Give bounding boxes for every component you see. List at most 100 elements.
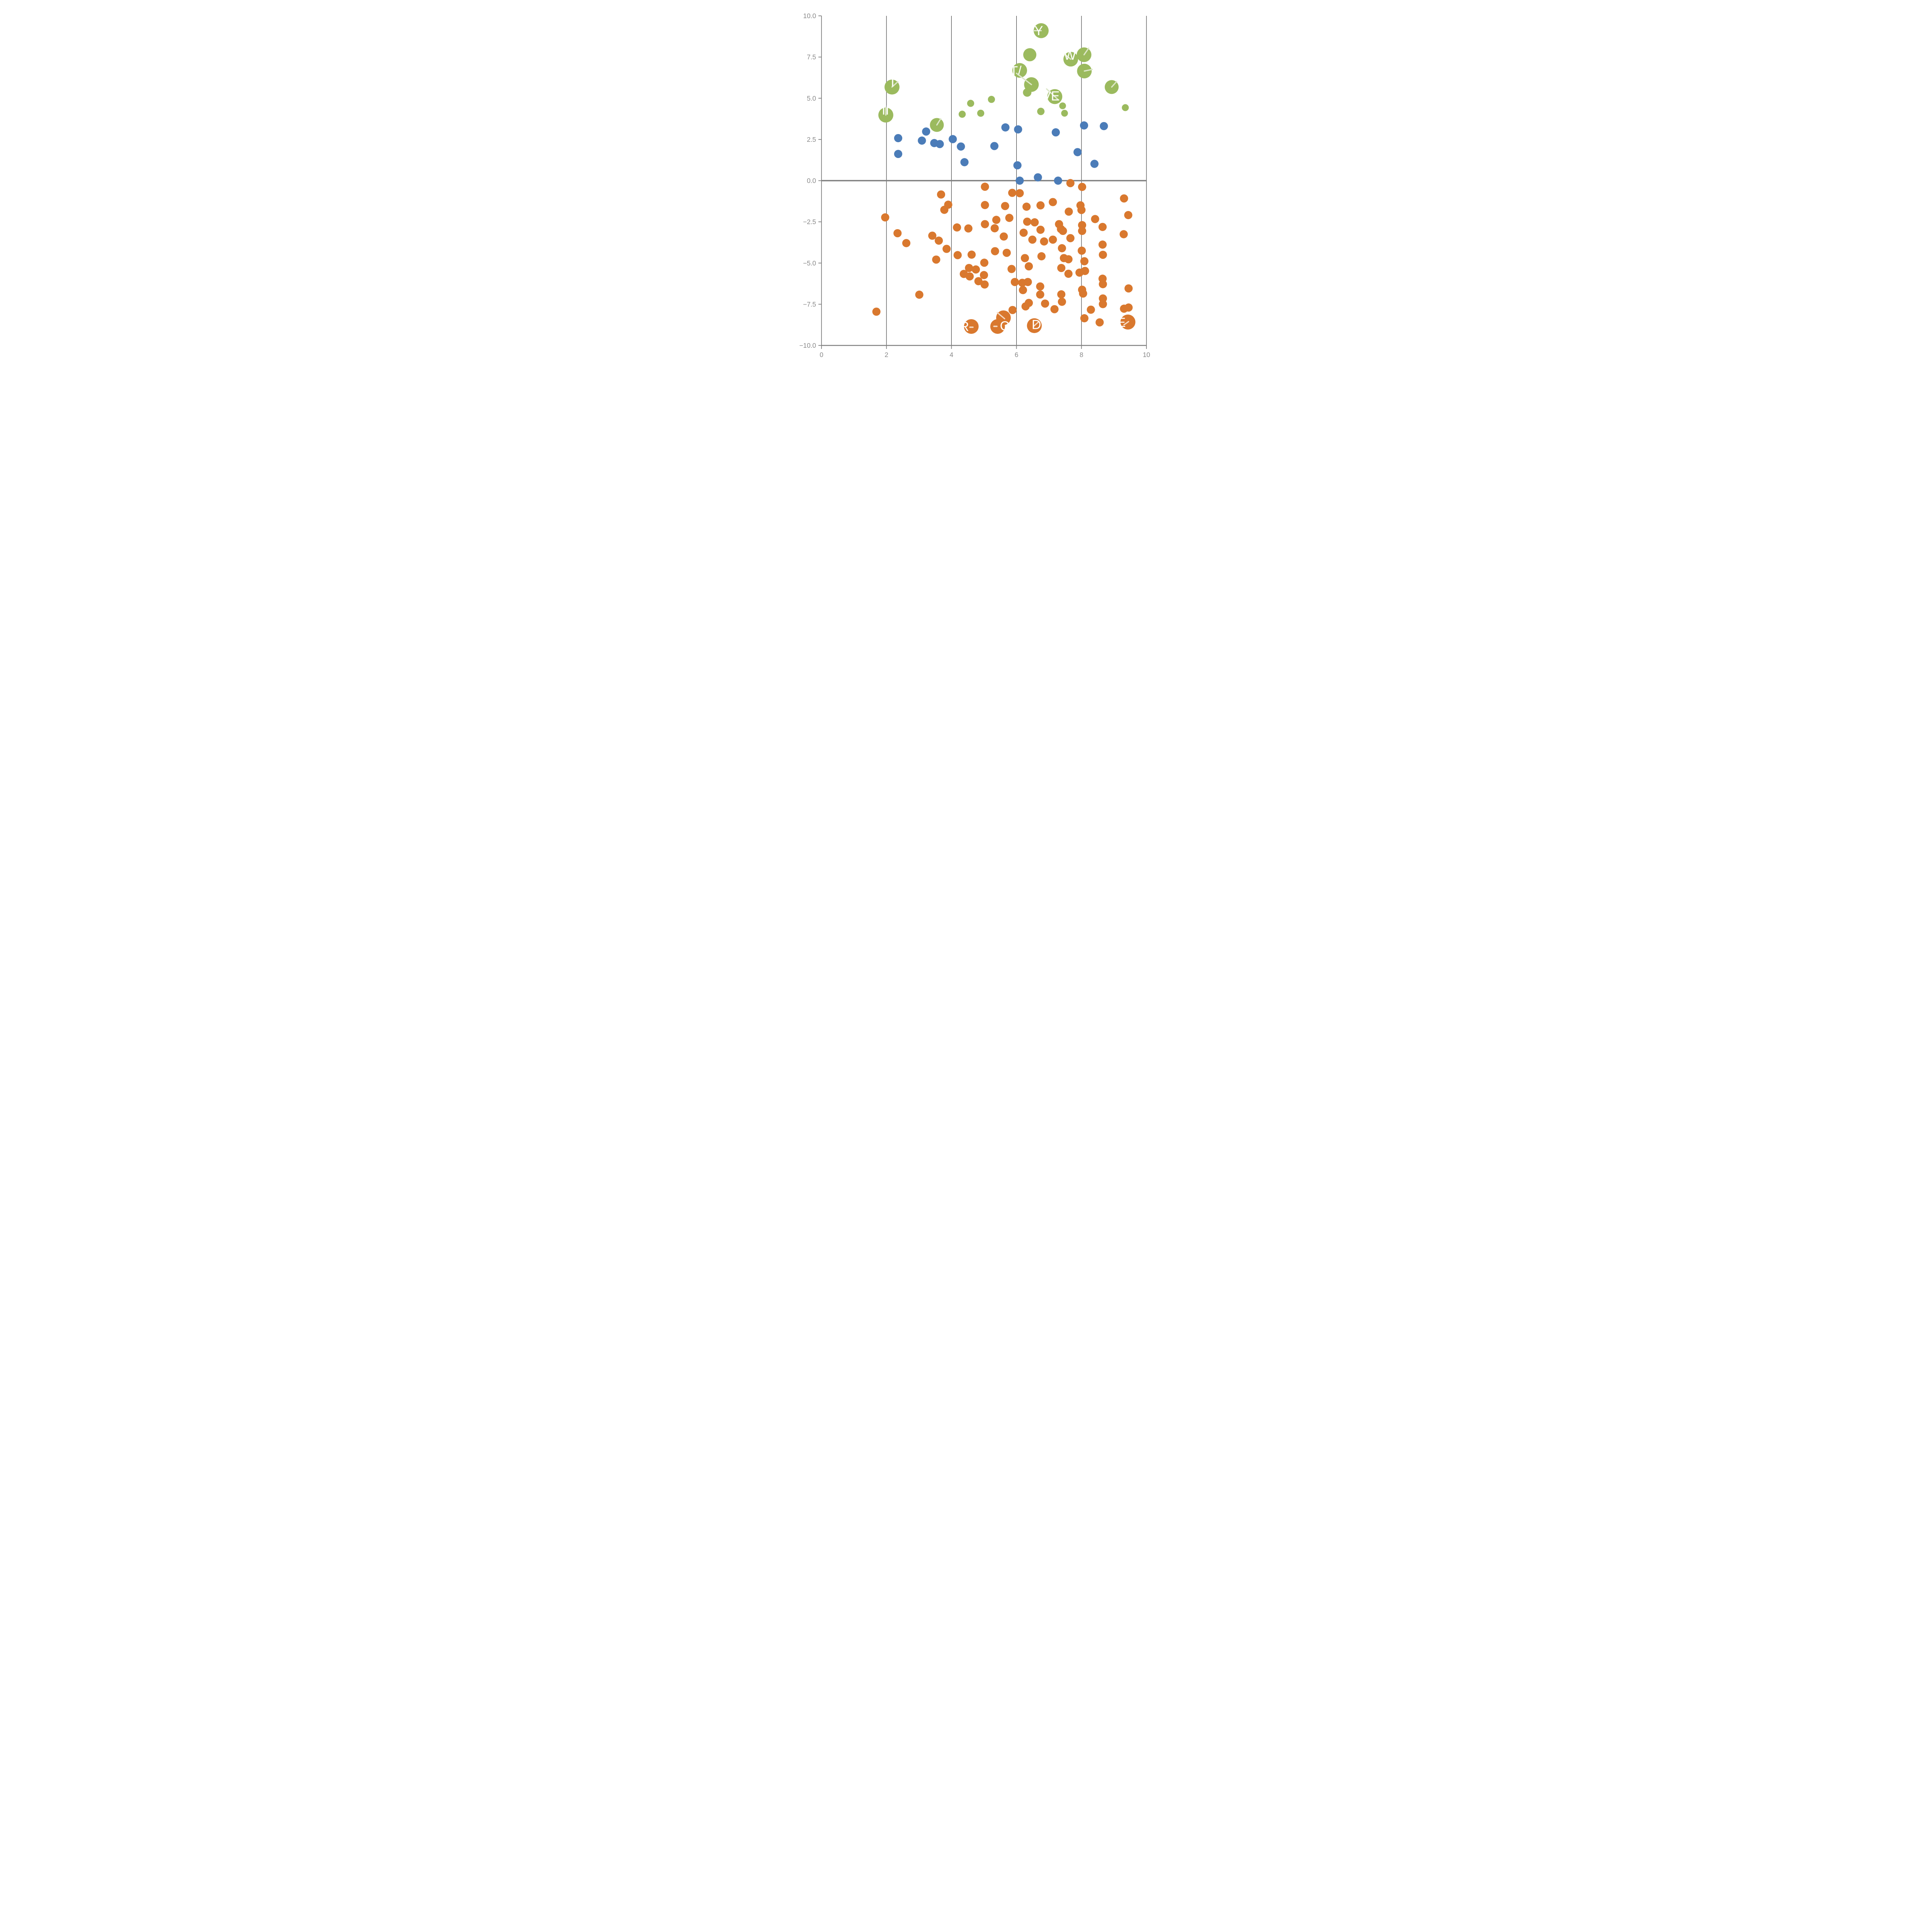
green-bubble-2-leader-line — [936, 118, 942, 126]
orange-point-35 — [1010, 278, 1019, 286]
orange-point-5 — [928, 231, 937, 240]
orange-point-85 — [1080, 314, 1088, 323]
orange-point-93 — [1099, 280, 1107, 288]
orange-point-97 — [1119, 230, 1128, 238]
green-bubble-1-label: II — [882, 103, 889, 118]
orange-bubble-4-label: E — [1117, 315, 1126, 330]
green-bubble-15 — [1061, 110, 1068, 117]
orange-point-101 — [1124, 303, 1133, 312]
y-tick-label-1: 7.5 — [807, 53, 816, 61]
orange-point-95 — [1099, 300, 1107, 308]
blue-point-0 — [894, 134, 903, 143]
orange-point-16 — [980, 259, 988, 267]
x-tick-label-4: 8 — [1080, 351, 1083, 359]
orange-point-0 — [881, 213, 889, 222]
orange-point-71 — [1066, 179, 1075, 187]
orange-point-49 — [1031, 218, 1039, 227]
green-bubble-10 — [1023, 88, 1032, 97]
green-bubble-16-label: W — [1064, 48, 1076, 63]
orange-point-90 — [1098, 240, 1107, 249]
orange-point-42 — [1019, 228, 1028, 237]
orange-point-89 — [1098, 223, 1107, 231]
orange-point-43 — [1020, 254, 1029, 262]
orange-bubble-2-leader-line — [997, 312, 1005, 320]
orange-point-28 — [981, 220, 989, 228]
orange-point-3 — [902, 239, 911, 247]
x-tick-label-5: 10 — [1143, 351, 1150, 359]
orange-point-8 — [937, 190, 946, 199]
orange-point-4 — [915, 291, 923, 299]
green-bubble-4 — [967, 100, 975, 107]
y-tick-label-4: 0.0 — [807, 177, 816, 185]
orange-point-26 — [981, 182, 989, 191]
orange-point-58 — [1049, 198, 1057, 206]
orange-point-62 — [1057, 264, 1066, 272]
orange-point-70 — [1065, 207, 1073, 216]
green-bubble-9-leader-line — [1015, 73, 1032, 85]
orange-point-59 — [1049, 235, 1057, 244]
orange-point-78 — [1078, 221, 1087, 230]
blue-point-11 — [1014, 125, 1022, 134]
x-tick-label-3: 6 — [1015, 351, 1019, 359]
orange-point-64 — [1059, 226, 1067, 235]
green-bubble-13-leader-line — [1046, 88, 1059, 100]
orange-point-84 — [1079, 289, 1087, 298]
orange-point-18 — [971, 265, 980, 274]
orange-point-57 — [1040, 237, 1048, 246]
orange-point-34 — [1007, 265, 1016, 273]
orange-point-1 — [872, 307, 881, 316]
orange-point-94 — [1099, 294, 1107, 303]
x-tick-label-1: 2 — [884, 351, 888, 359]
orange-point-37 — [1008, 189, 1017, 197]
green-bubble-16-leader-line — [1064, 53, 1071, 60]
orange-point-44 — [1022, 202, 1031, 211]
orange-bubble-0-label: R — [959, 319, 969, 334]
bubble-chart-figure: 10.0 7.5 5.0 2.5 0.0 −2.5 −5.0 −7.5 −10.0 0 2 4 6 8 10… — [773, 0, 1159, 386]
orange-point-2 — [893, 229, 902, 238]
blue-point-3 — [922, 127, 930, 136]
orange-bubble-1-label: C — [1000, 319, 1010, 333]
blue-point-10 — [1001, 123, 1010, 132]
orange-point-98 — [1124, 211, 1133, 219]
tick-marks — [818, 15, 1147, 349]
blue-point-8 — [960, 158, 969, 167]
x-tick-label-0: 0 — [820, 351, 823, 359]
green-bubble-14 — [1059, 102, 1066, 109]
orange-point-31 — [1000, 232, 1008, 241]
y-tick-label-2: 5.0 — [807, 94, 816, 102]
orange-point-38 — [1015, 189, 1024, 197]
orange-point-80 — [1078, 247, 1086, 255]
green-bubble-0-leader-line — [891, 81, 899, 88]
orange-point-14 — [964, 224, 973, 233]
x-tick-label-2: 4 — [950, 351, 954, 359]
orange-point-15 — [967, 250, 976, 259]
orange-point-91 — [1099, 250, 1107, 259]
orange-point-40 — [1019, 286, 1027, 294]
orange-point-10 — [940, 206, 949, 214]
orange-point-36 — [1008, 306, 1017, 314]
orange-point-73 — [1064, 255, 1073, 264]
blue-point-2 — [918, 136, 926, 145]
orange-point-41 — [1024, 278, 1032, 286]
orange-point-27 — [981, 201, 989, 209]
orange-point-20 — [965, 272, 974, 281]
green-bubble-17-leader-line — [1083, 47, 1090, 56]
orange-point-30 — [992, 216, 1001, 224]
orange-point-24 — [991, 247, 999, 255]
y-tick-label-0: 10.0 — [803, 12, 816, 20]
green-bubble-18-leader-line — [1083, 68, 1093, 72]
blue-point-18 — [1080, 121, 1088, 130]
orange-point-60 — [1050, 305, 1059, 313]
blue-point-9 — [990, 142, 999, 150]
orange-point-68 — [1058, 298, 1066, 306]
orange-bubble-0 — [964, 319, 979, 334]
green-bubble-13-label: VE — [1042, 89, 1060, 104]
green-bubble-8 — [1023, 48, 1037, 61]
green-bubble-7 — [1012, 63, 1027, 78]
blue-point-12 — [1013, 161, 1022, 170]
orange-point-69 — [1064, 269, 1073, 278]
orange-point-77 — [1078, 183, 1087, 191]
blue-point-15 — [1051, 128, 1060, 137]
green-bubble-12 — [1037, 107, 1045, 115]
